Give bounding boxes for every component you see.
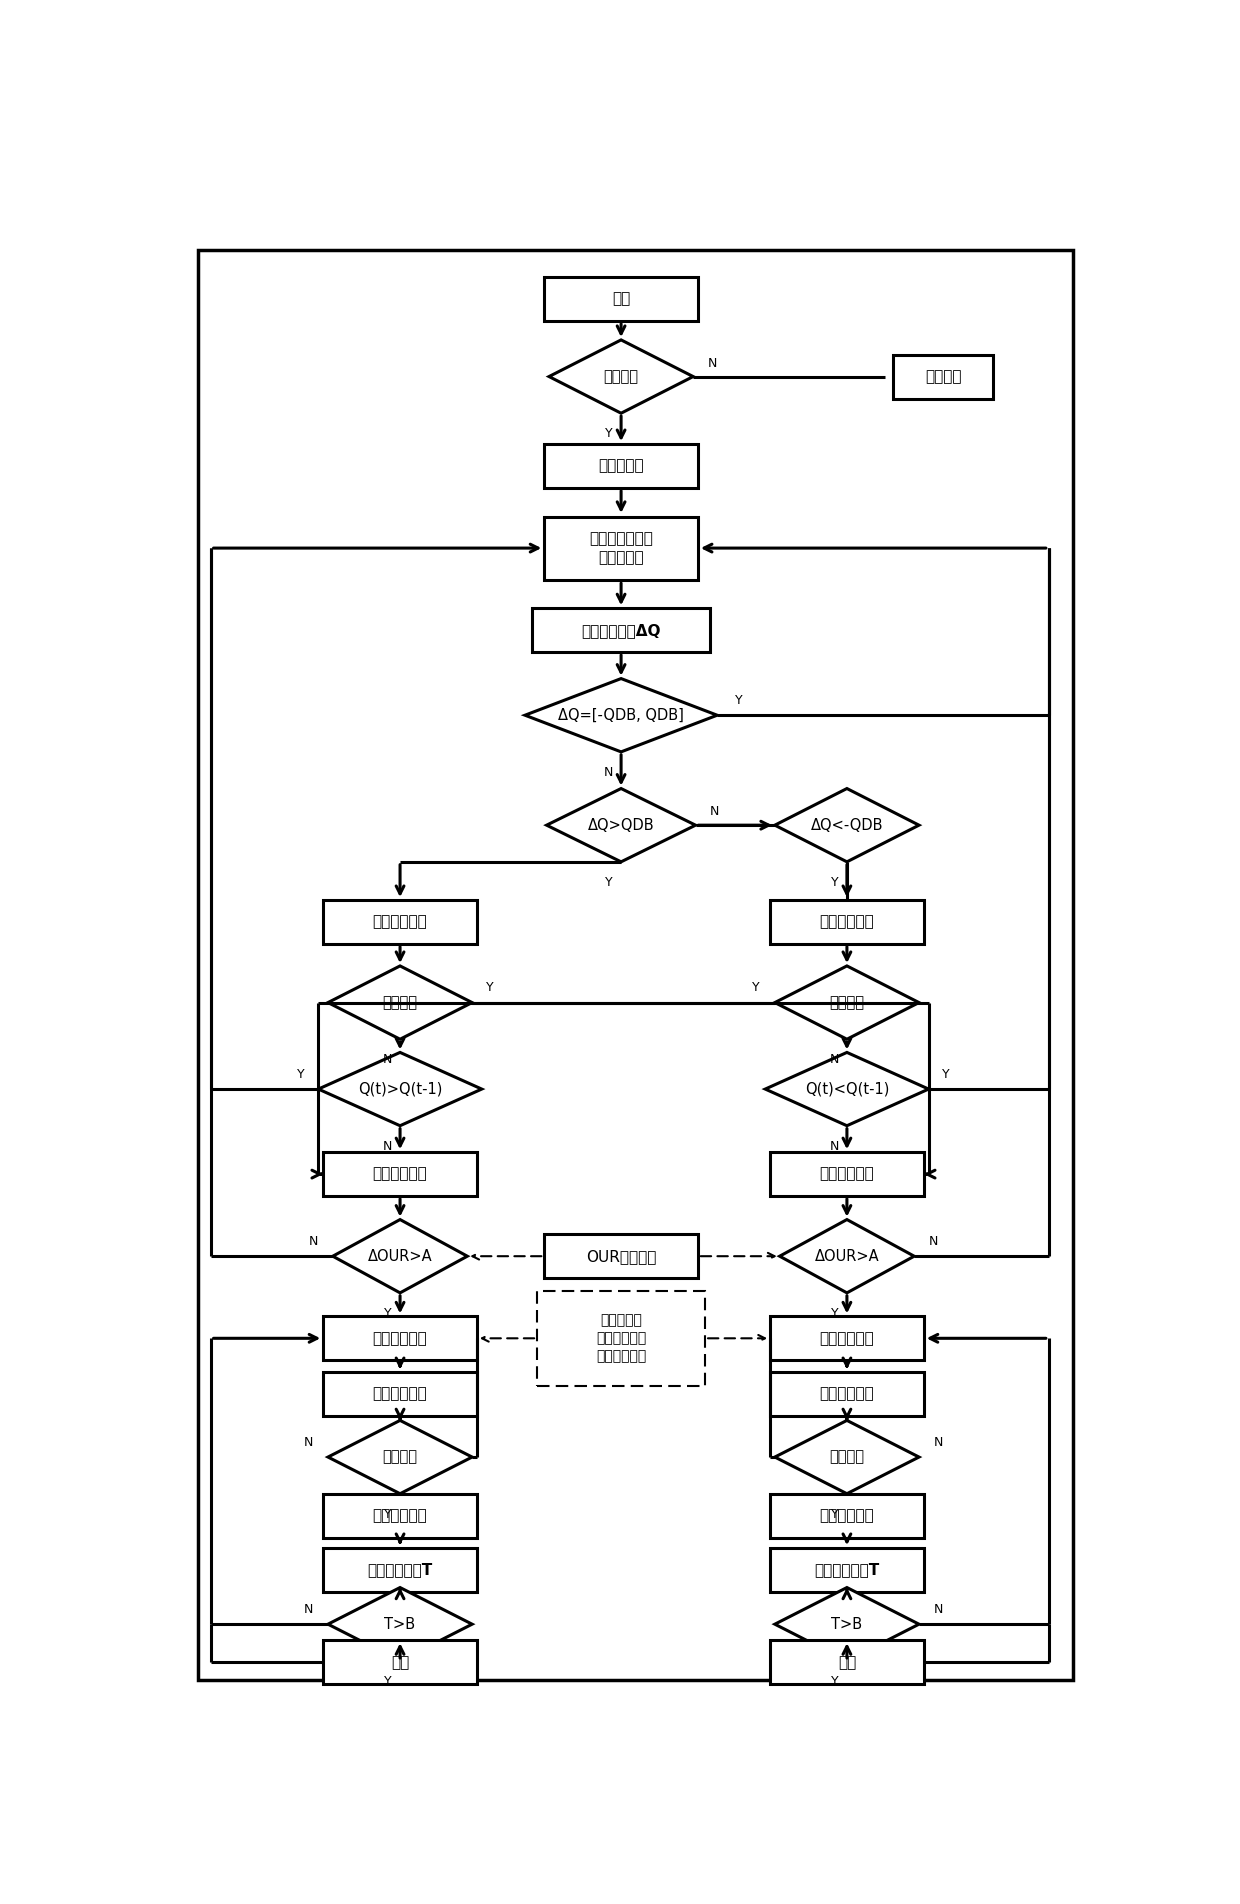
- Text: 启动累计时间T: 启动累计时间T: [367, 1563, 433, 1577]
- Polygon shape: [780, 1220, 914, 1293]
- Text: 智能编组模块: 智能编组模块: [820, 1331, 874, 1346]
- Polygon shape: [775, 1420, 919, 1495]
- Text: N: N: [708, 356, 717, 369]
- Bar: [770, 1152, 924, 1196]
- Text: 能否启动: 能否启动: [383, 1449, 418, 1464]
- Text: Y: Y: [605, 426, 613, 440]
- Text: 启停保护模块: 启停保护模块: [373, 1508, 428, 1523]
- Bar: [544, 516, 698, 579]
- Bar: [544, 444, 698, 487]
- Text: N: N: [830, 1053, 839, 1066]
- Text: Q(t)>Q(t-1): Q(t)>Q(t-1): [358, 1081, 443, 1097]
- Bar: [544, 1234, 698, 1278]
- Text: T>B: T>B: [831, 1616, 863, 1632]
- Text: 调节上限: 调节上限: [383, 996, 418, 1009]
- Text: Y: Y: [383, 1508, 392, 1521]
- Text: 启停保护模块: 启停保护模块: [820, 1508, 874, 1523]
- Bar: [544, 276, 698, 322]
- Bar: [324, 1641, 477, 1685]
- Bar: [770, 1495, 924, 1538]
- Text: N: N: [934, 1436, 942, 1449]
- Bar: [324, 1548, 477, 1592]
- Bar: [893, 354, 993, 398]
- Text: N: N: [383, 1140, 392, 1152]
- Text: 启动: 启动: [391, 1655, 409, 1670]
- Polygon shape: [327, 1588, 472, 1660]
- Text: ΔQ<-QDB: ΔQ<-QDB: [811, 817, 883, 832]
- Text: Y: Y: [486, 981, 494, 994]
- Text: 手动模式: 手动模式: [925, 369, 961, 385]
- Text: Y: Y: [831, 876, 838, 889]
- Text: 停止: 停止: [838, 1655, 856, 1670]
- Text: ΔQ=[-QDB, QDB]: ΔQ=[-QDB, QDB]: [558, 708, 684, 724]
- Polygon shape: [525, 678, 717, 752]
- Text: N: N: [830, 1140, 839, 1152]
- Text: 读取优先级: 读取优先级: [598, 459, 644, 474]
- Text: N: N: [304, 1603, 314, 1616]
- Text: ΔQ>QDB: ΔQ>QDB: [588, 817, 655, 832]
- Text: 智能编组模块: 智能编组模块: [373, 1331, 428, 1346]
- Bar: [770, 1316, 924, 1359]
- Text: N: N: [929, 1236, 939, 1247]
- Text: N: N: [604, 765, 614, 779]
- Polygon shape: [327, 965, 472, 1040]
- Polygon shape: [319, 1053, 481, 1125]
- Bar: [324, 1373, 477, 1417]
- Polygon shape: [332, 1220, 467, 1293]
- Text: N: N: [934, 1603, 942, 1616]
- Text: Y: Y: [383, 1676, 392, 1687]
- Text: Y: Y: [942, 1068, 950, 1081]
- Bar: [770, 901, 924, 944]
- Text: 调节当前开度: 调节当前开度: [820, 914, 874, 929]
- Text: 调节下限: 调节下限: [830, 996, 864, 1009]
- Polygon shape: [327, 1420, 472, 1495]
- Polygon shape: [549, 341, 693, 413]
- Polygon shape: [775, 965, 919, 1040]
- Text: Y: Y: [831, 1676, 838, 1687]
- Text: Q(t)<Q(t-1): Q(t)<Q(t-1): [805, 1081, 889, 1097]
- Text: Y: Y: [831, 1306, 838, 1319]
- Bar: [770, 1548, 924, 1592]
- Bar: [324, 901, 477, 944]
- Text: ΔOUR>A: ΔOUR>A: [368, 1249, 433, 1264]
- Text: ΔOUR>A: ΔOUR>A: [815, 1249, 879, 1264]
- Text: 风量预判模块: 风量预判模块: [373, 1167, 428, 1182]
- Text: N: N: [383, 1053, 392, 1066]
- Text: 停止累计时间T: 停止累计时间T: [815, 1563, 879, 1577]
- Text: N: N: [711, 805, 719, 819]
- Bar: [324, 1316, 477, 1359]
- Text: N: N: [309, 1236, 319, 1247]
- Polygon shape: [547, 788, 696, 863]
- Text: Y: Y: [751, 981, 759, 994]
- Text: 风量预判模块: 风量预判模块: [820, 1167, 874, 1182]
- Text: 读取当前风量、
压力等参数: 读取当前风量、 压力等参数: [589, 531, 653, 565]
- Text: 停止风机编号: 停止风机编号: [820, 1386, 874, 1401]
- Text: 优先级设定
单台调节范围
风机其他参数: 优先级设定 单台调节范围 风机其他参数: [596, 1314, 646, 1363]
- Polygon shape: [775, 1588, 919, 1660]
- Text: 读取风量增量ΔQ: 读取风量增量ΔQ: [582, 623, 661, 638]
- Bar: [532, 607, 711, 653]
- Text: 调节当前开度: 调节当前开度: [373, 914, 428, 929]
- Text: Y: Y: [734, 695, 742, 706]
- Text: Y: Y: [383, 1306, 392, 1319]
- Text: 启动风机编号: 启动风机编号: [373, 1386, 428, 1401]
- Bar: [770, 1373, 924, 1417]
- Text: T>B: T>B: [384, 1616, 415, 1632]
- Polygon shape: [765, 1053, 929, 1125]
- Text: 启动: 启动: [613, 291, 630, 307]
- Polygon shape: [775, 788, 919, 863]
- Text: N: N: [304, 1436, 314, 1449]
- Bar: [537, 1291, 706, 1386]
- Text: Y: Y: [298, 1068, 305, 1081]
- Text: Y: Y: [605, 876, 613, 889]
- Bar: [324, 1152, 477, 1196]
- Bar: [770, 1641, 924, 1685]
- Text: OUR测量单元: OUR测量单元: [585, 1249, 656, 1264]
- Text: Y: Y: [831, 1508, 838, 1521]
- Text: 能否停止: 能否停止: [830, 1449, 864, 1464]
- Text: 自动模式: 自动模式: [604, 369, 639, 385]
- Bar: [324, 1495, 477, 1538]
